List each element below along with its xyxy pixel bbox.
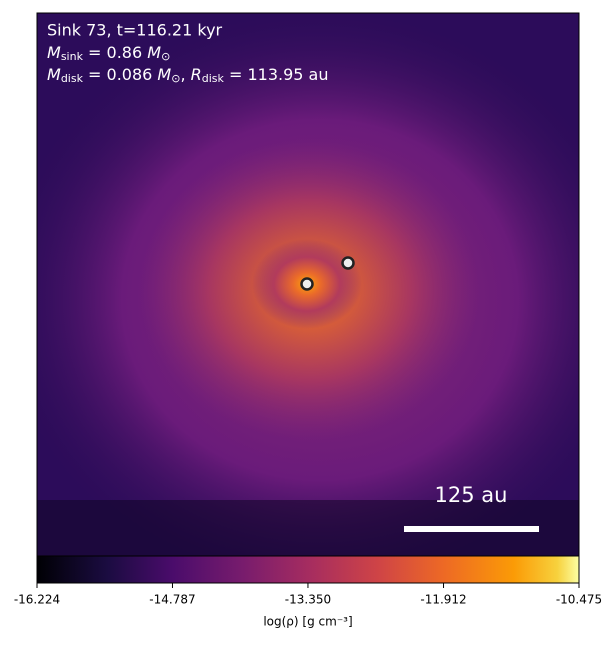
tick-label: -13.350 [285,593,331,607]
colorbar [36,555,580,584]
tick-label: -11.912 [420,593,466,607]
tick-label: -14.787 [149,593,195,607]
scale-bar [404,526,539,532]
sink-marker [300,277,314,291]
scale-bar-label: 125 au [435,483,508,507]
annotation: Mdisk = 0.086 M⊙, Rdisk = 113.95 au [47,65,328,86]
colorbar-label: log(ρ) [g cm⁻³] [263,615,352,629]
sink-marker [341,256,355,270]
annotation: Sink 73, t=116.21 kyr [47,21,223,40]
annotation: Msink = 0.86 M⊙ [47,43,170,64]
tick-label: -16.224 [14,593,60,607]
tick-label: -10.475 [556,593,602,607]
density-map [37,13,579,556]
